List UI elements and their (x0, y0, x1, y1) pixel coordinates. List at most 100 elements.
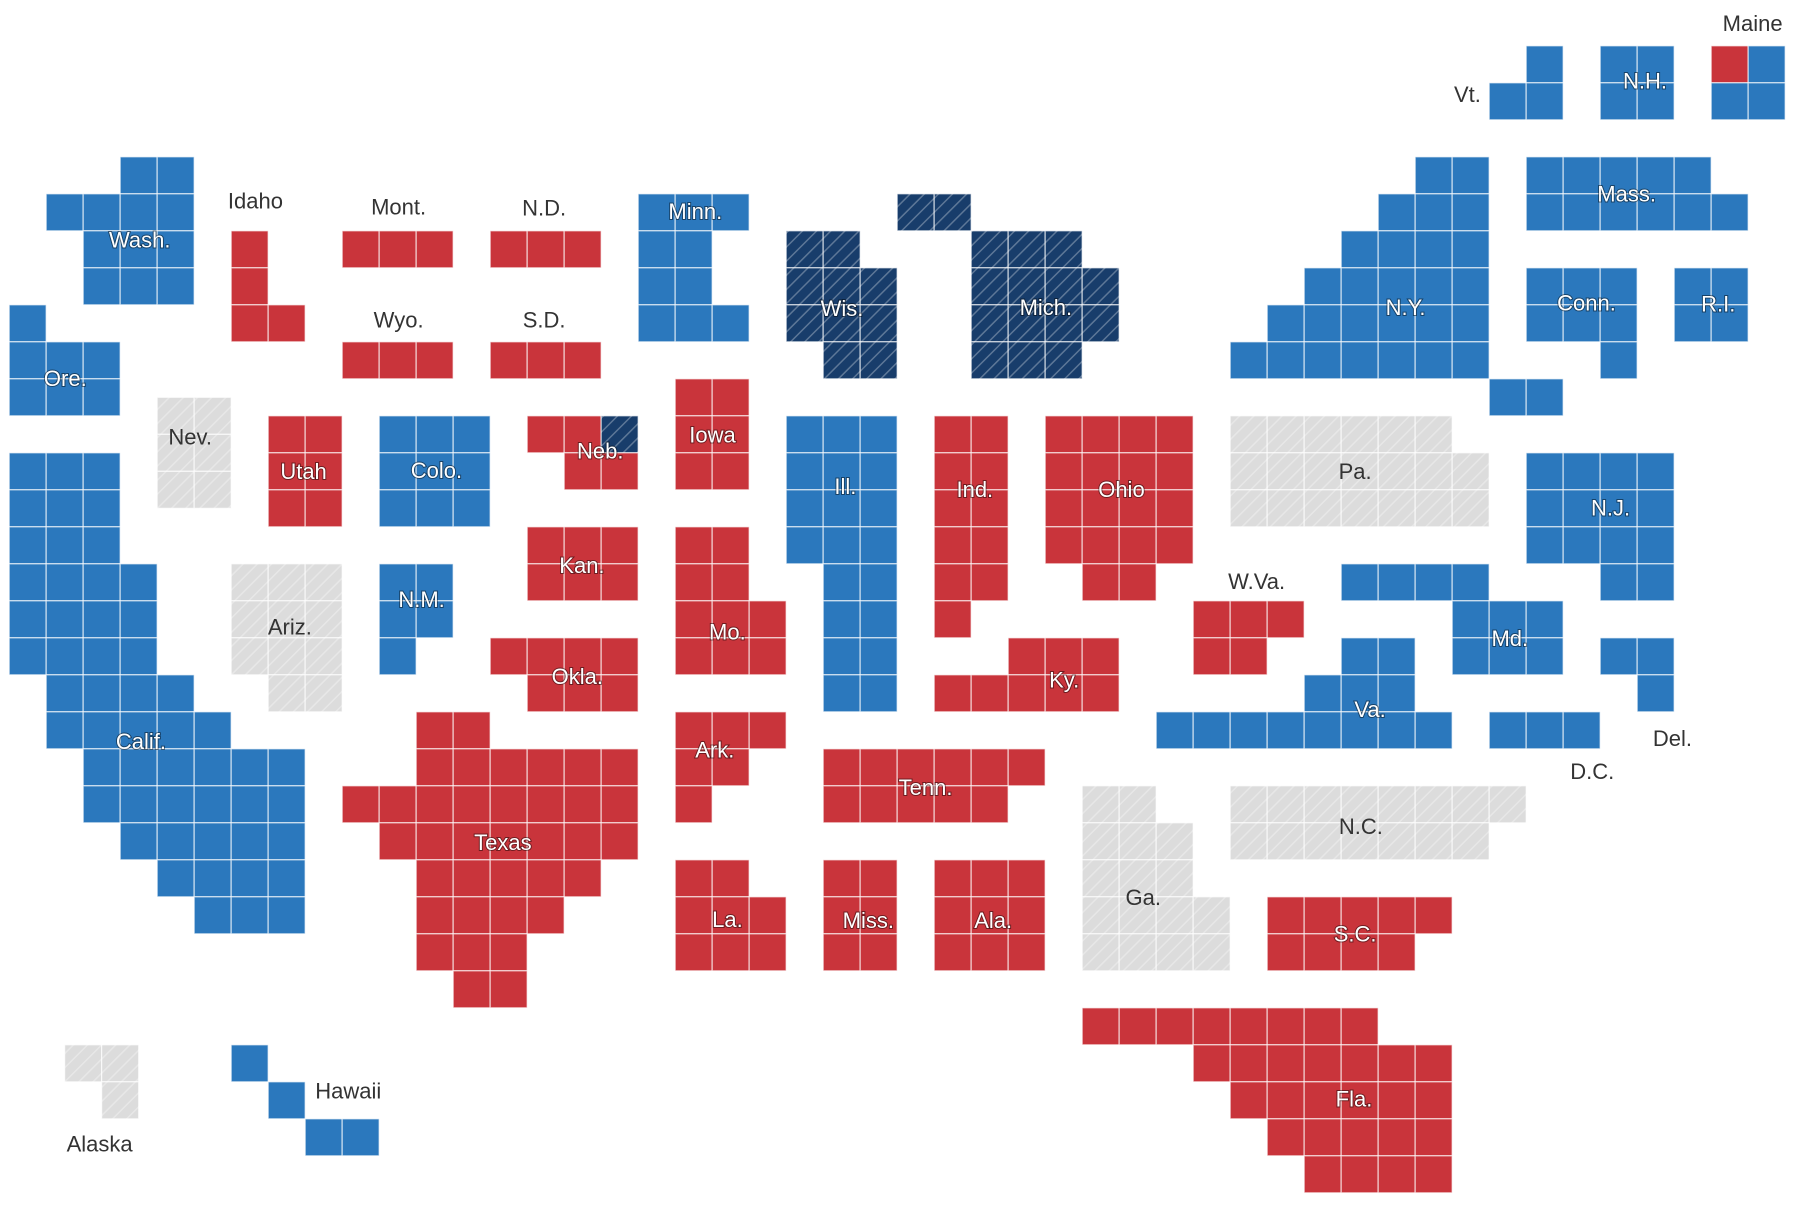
tile (822, 267, 861, 306)
tile (1229, 637, 1268, 676)
tile (748, 600, 787, 639)
tile (8, 489, 47, 528)
tile (341, 1118, 380, 1157)
tile (8, 378, 47, 417)
state-label: Texas (474, 830, 531, 855)
tile (1081, 452, 1120, 491)
tile (415, 785, 454, 824)
tile (1118, 785, 1157, 824)
tile (156, 396, 195, 435)
tile (1303, 452, 1342, 491)
state (1229, 415, 1490, 528)
tile (933, 600, 972, 639)
tile (1525, 267, 1564, 306)
tile (1525, 452, 1564, 491)
state (489, 637, 639, 713)
tile (933, 563, 972, 602)
tile (1377, 230, 1416, 269)
tile (822, 748, 861, 787)
tile (859, 785, 898, 824)
tile (119, 156, 158, 195)
tile (1599, 45, 1638, 84)
tile (82, 452, 121, 491)
tile (1636, 452, 1675, 491)
tile (1155, 711, 1194, 750)
state (1155, 637, 1453, 750)
tile (193, 748, 232, 787)
state-label: N.C. (1339, 814, 1383, 839)
tile (1377, 674, 1416, 713)
tile (785, 526, 824, 565)
tile (1303, 896, 1342, 935)
state (230, 1044, 380, 1157)
state (637, 193, 750, 343)
tile (1303, 1118, 1342, 1157)
tile (1229, 489, 1268, 528)
tile (674, 415, 713, 454)
tile (785, 489, 824, 528)
tile (8, 341, 47, 380)
tile (119, 674, 158, 713)
tile (1377, 415, 1416, 454)
state-label: Miss. (843, 908, 894, 933)
tile (1636, 637, 1675, 676)
tile (1377, 785, 1416, 824)
tile (1414, 230, 1453, 269)
tile (1303, 711, 1342, 750)
tile (1229, 600, 1268, 639)
tile (1044, 267, 1083, 306)
tile (933, 674, 972, 713)
state (230, 563, 343, 713)
tile (415, 711, 454, 750)
state-label: W.Va. (1228, 569, 1285, 594)
tile (1303, 304, 1342, 343)
tile (1451, 785, 1490, 824)
tile (1266, 822, 1305, 861)
tile (1266, 896, 1305, 935)
tile (1266, 304, 1305, 343)
tile (859, 674, 898, 713)
state (822, 859, 898, 972)
tile (1081, 415, 1120, 454)
tile (970, 748, 1009, 787)
state (64, 1044, 140, 1120)
tile (267, 304, 306, 343)
tile (1340, 341, 1379, 380)
tile (859, 637, 898, 676)
district-tile (600, 415, 639, 454)
tile (1340, 304, 1379, 343)
state (1229, 785, 1527, 861)
tile (1266, 341, 1305, 380)
tile (1229, 1007, 1268, 1046)
tile (230, 896, 269, 935)
tile (1414, 1044, 1453, 1083)
tile (1747, 82, 1786, 121)
tile (156, 156, 195, 195)
tile (1414, 267, 1453, 306)
tile (970, 341, 1009, 380)
tile (82, 600, 121, 639)
tile (230, 822, 269, 861)
tile (1118, 489, 1157, 528)
tile (970, 267, 1009, 306)
tile (1118, 526, 1157, 565)
state (674, 859, 787, 972)
state-label: Del. (1653, 726, 1692, 751)
tile (1007, 637, 1046, 676)
tile (1266, 1007, 1305, 1046)
tile (378, 415, 417, 454)
tile (859, 933, 898, 972)
tile (452, 822, 491, 861)
tile (45, 637, 84, 676)
tile (415, 896, 454, 935)
state (933, 415, 1009, 639)
tile (45, 563, 84, 602)
state (267, 415, 343, 528)
tile (1155, 822, 1194, 861)
tile (1192, 600, 1231, 639)
tile (119, 230, 158, 269)
tile (82, 637, 121, 676)
tile (267, 896, 306, 935)
state (933, 859, 1046, 972)
